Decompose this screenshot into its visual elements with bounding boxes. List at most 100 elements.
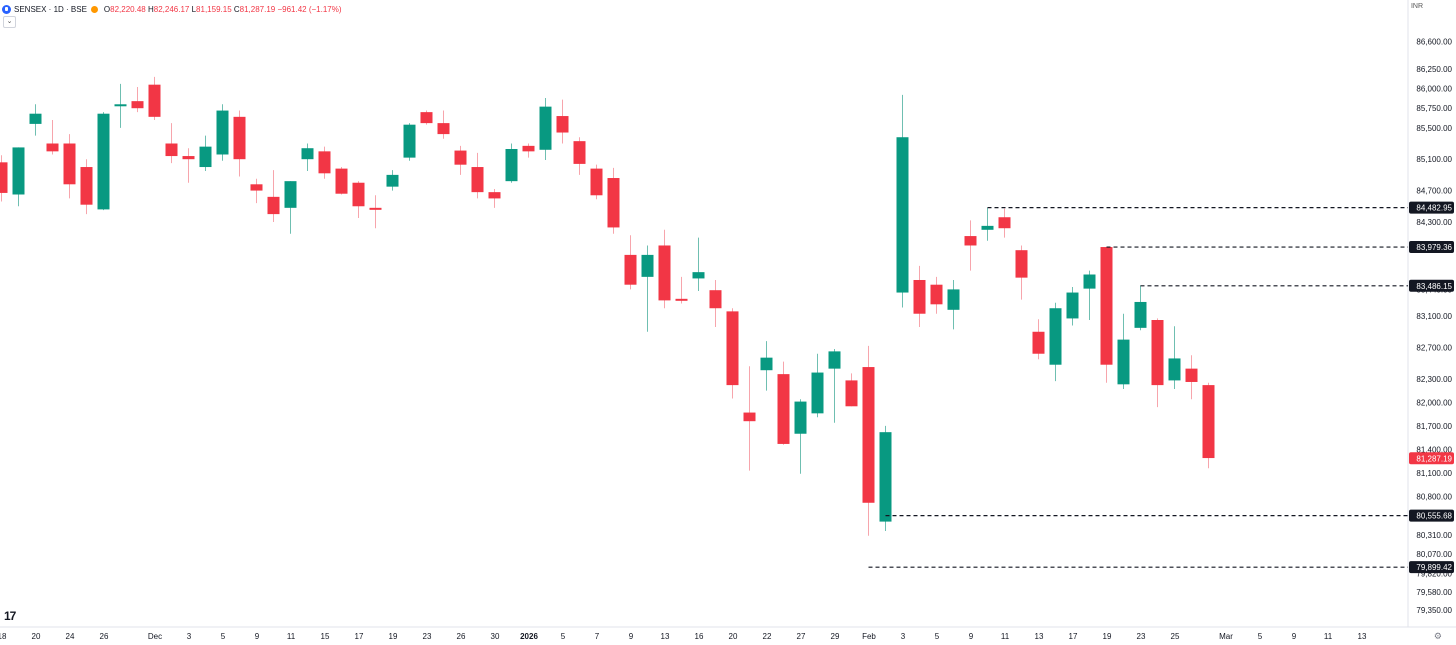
candle-body — [0, 162, 8, 193]
x-tick-label: 9 — [969, 632, 974, 641]
low-value: 81,159.15 — [196, 4, 232, 14]
candle-body — [114, 104, 127, 107]
candle-body — [29, 113, 42, 124]
x-tick-label: 20 — [32, 632, 41, 641]
candle-body — [811, 372, 824, 414]
candle-body — [828, 351, 841, 369]
price-level-badge — [1409, 241, 1454, 254]
candle-body — [522, 145, 535, 152]
candle-body — [998, 217, 1011, 229]
gear-icon[interactable]: ⚙ — [1433, 631, 1442, 641]
candle-body — [879, 432, 892, 522]
collapse-legend-button[interactable]: ⌄ — [3, 16, 16, 28]
candle-body — [1151, 320, 1164, 386]
x-tick-label: 25 — [1171, 632, 1180, 641]
candle-body — [794, 401, 807, 434]
candle-body — [1117, 339, 1130, 385]
candle-body — [97, 113, 110, 210]
tradingview-logo[interactable]: 17 — [4, 609, 16, 623]
x-tick-label: 26 — [457, 632, 466, 641]
x-tick-label: 22 — [763, 632, 772, 641]
x-tick-label: 30 — [491, 632, 500, 641]
price-level-badge — [1409, 201, 1454, 214]
x-tick-label: 11 — [287, 632, 296, 641]
x-tick-label: 9 — [255, 632, 260, 641]
x-tick-label: 13 — [661, 632, 670, 641]
price-level-label: 83,979.36 — [1416, 243, 1452, 252]
candle-body — [845, 380, 858, 407]
candle-body — [1168, 358, 1181, 381]
candle-body — [63, 143, 76, 185]
change-value: −961.42 (−1.17%) — [277, 4, 342, 14]
candle-body — [1066, 292, 1079, 319]
candle-body — [352, 182, 365, 207]
y-tick-label: 80,310.00 — [1416, 531, 1452, 540]
x-tick-label: 17 — [1069, 632, 1078, 641]
candle-body — [148, 84, 161, 117]
y-tick-label: 85,750.00 — [1416, 104, 1452, 113]
symbol-title[interactable]: SENSEX · 1D · BSE — [14, 4, 87, 14]
candle-body — [80, 167, 93, 205]
last-price-badge — [1409, 452, 1454, 465]
candle-body — [947, 289, 960, 310]
y-tick-label: 79,580.00 — [1416, 588, 1452, 597]
price-level-badge — [1409, 561, 1454, 574]
x-tick-label: 11 — [1324, 632, 1333, 641]
x-tick-label: 19 — [1103, 632, 1112, 641]
candle-body — [284, 181, 297, 208]
ohlc-values: O82,220.48 H82,246.17 L81,159.15 C81,287… — [104, 5, 342, 14]
candle-body — [165, 143, 178, 157]
candle-body — [131, 101, 144, 109]
x-tick-label: 24 — [66, 632, 75, 641]
close-value: 81,287.19 — [239, 4, 276, 14]
candle-body — [386, 174, 399, 187]
low-label: L — [191, 4, 197, 14]
candle-body — [862, 367, 875, 503]
candle-body — [1100, 247, 1113, 365]
exchange-logo-icon — [2, 4, 11, 14]
y-tick-label: 84,700.00 — [1416, 187, 1452, 196]
x-tick-label: 7 — [595, 632, 600, 641]
y-tick-label: 79,350.00 — [1416, 606, 1452, 615]
y-tick-label: 86,600.00 — [1416, 38, 1452, 47]
y-tick-label: 84,300.00 — [1416, 218, 1452, 227]
price-level-badge — [1409, 509, 1454, 522]
y-tick-label: 85,100.00 — [1416, 155, 1452, 164]
y-tick-label: 82,700.00 — [1416, 343, 1452, 352]
x-tick-label: 3 — [187, 632, 192, 641]
x-tick-label: 26 — [100, 632, 109, 641]
candle-body — [896, 137, 909, 293]
candle-body — [403, 124, 416, 158]
x-tick-label: Dec — [148, 632, 162, 641]
candle-body — [726, 311, 739, 386]
candle-body — [505, 148, 518, 182]
candle-body — [437, 123, 450, 135]
chart-legend: SENSEX · 1D · BSE O82,220.48 H82,246.17 … — [2, 2, 342, 16]
candle-body — [743, 412, 756, 422]
price-level-label: 79,899.42 — [1416, 563, 1452, 572]
candle-body — [964, 236, 977, 246]
candle-body — [199, 146, 212, 168]
candle-body — [1185, 368, 1198, 382]
x-tick-label: 18 — [0, 632, 7, 641]
candle-body — [488, 192, 501, 199]
currency-label[interactable]: INR — [1410, 3, 1423, 10]
candle-body — [335, 168, 348, 194]
last-price-label: 81,287.19 — [1416, 454, 1452, 463]
candle-body — [607, 178, 620, 228]
market-status-icon — [90, 5, 98, 13]
x-tick-label: Feb — [862, 632, 876, 641]
candle-body — [233, 116, 246, 160]
high-value: 82,246.17 — [153, 4, 190, 14]
candle-body — [930, 284, 943, 305]
candle-body — [573, 141, 586, 164]
candle-body — [590, 168, 603, 196]
x-tick-label: 23 — [1137, 632, 1146, 641]
candle-body — [216, 110, 229, 155]
price-level-badge — [1409, 279, 1454, 292]
x-tick-label: 5 — [561, 632, 566, 641]
candle-body — [913, 279, 926, 314]
y-tick-label: 79,820.00 — [1416, 569, 1452, 578]
y-tick-label: 83,100.00 — [1416, 312, 1452, 321]
